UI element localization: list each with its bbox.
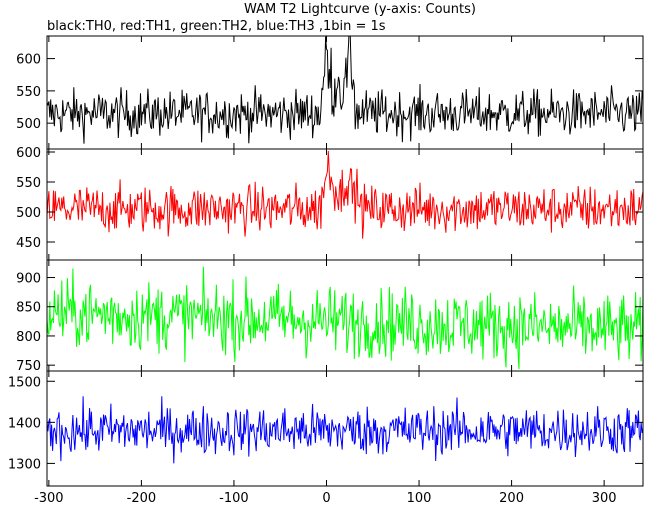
y-tick-label: 750 bbox=[16, 359, 41, 374]
y-tick-label: 500 bbox=[16, 206, 41, 221]
panel-frame bbox=[46, 370, 644, 487]
y-tick-label: 500 bbox=[16, 117, 41, 132]
x-tick-label: -200 bbox=[127, 491, 157, 505]
x-tick-label: -100 bbox=[219, 491, 249, 505]
y-tick-label: 900 bbox=[16, 272, 41, 287]
chart-title: WAM T2 Lightcurve (y-axis: Counts) bbox=[244, 2, 476, 17]
y-tick-label: 1300 bbox=[8, 457, 41, 472]
panel-frame bbox=[46, 148, 644, 261]
y-tick-label: 1400 bbox=[8, 416, 41, 431]
chart-subtitle: black:TH0, red:TH1, green:TH2, blue:TH3 … bbox=[47, 19, 386, 34]
y-tick-label: 600 bbox=[16, 146, 41, 161]
y-tick-label: 850 bbox=[16, 301, 41, 316]
series-line-th3 bbox=[47, 396, 643, 464]
panels-group: 500 550 600 450 500 550 600 750 800 850 900 1300 140… bbox=[8, 35, 644, 487]
x-tick-label: 300 bbox=[592, 491, 617, 505]
x-tick-label: 100 bbox=[407, 491, 432, 505]
x-tick-label: -300 bbox=[34, 491, 64, 505]
x-axis: -300 -200 -100 0 100 200 300 bbox=[34, 491, 616, 505]
y-tick-label: 1500 bbox=[8, 375, 41, 390]
series-line-th1 bbox=[47, 150, 643, 239]
panel-th2: 750 800 850 900 bbox=[16, 259, 644, 374]
y-tick-label: 550 bbox=[16, 176, 41, 191]
y-tick-label: 600 bbox=[16, 53, 41, 68]
y-tick-label: 450 bbox=[16, 236, 41, 251]
y-tick-label: 550 bbox=[16, 85, 41, 100]
series-line-th0 bbox=[47, 36, 643, 144]
panel-th3: 1300 1400 1500 bbox=[8, 370, 644, 487]
x-tick-label: 200 bbox=[499, 491, 524, 505]
y-tick-label: 800 bbox=[16, 330, 41, 345]
x-tick-label: 0 bbox=[322, 491, 330, 505]
series-line-th2 bbox=[47, 266, 643, 370]
panel-th1: 450 500 550 600 bbox=[16, 146, 644, 261]
